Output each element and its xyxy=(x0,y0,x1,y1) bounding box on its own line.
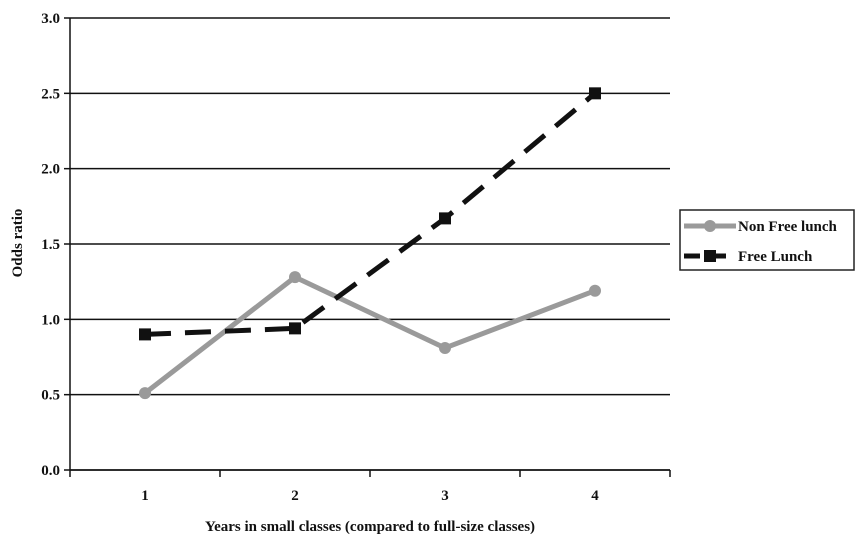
y-tick-label: 2.0 xyxy=(41,162,60,178)
series-0 xyxy=(139,271,601,400)
gridlines xyxy=(70,17,670,471)
y-tick-label: 0.0 xyxy=(41,463,60,479)
legend-item-1: Free Lunch xyxy=(684,249,813,265)
y-tick-labels: 0.0 0.5 1.0 1.5 2.0 2.5 3.0 xyxy=(41,11,60,479)
legend: Non Free lunch Free Lunch xyxy=(679,209,855,271)
y-tick-label: 1.0 xyxy=(41,312,60,328)
x-axis-label: Years in small classes (compared to full… xyxy=(205,519,535,535)
y-tick-label: 2.5 xyxy=(41,86,60,102)
data-point xyxy=(289,271,301,284)
x-tick-label: 2 xyxy=(291,488,299,504)
data-point xyxy=(439,341,451,354)
y-axis-label: Odds ratio xyxy=(10,209,26,278)
data-point xyxy=(139,328,151,341)
legend-label: Free Lunch xyxy=(738,249,813,265)
series-line xyxy=(144,91,597,337)
data-point xyxy=(589,87,601,100)
data-point xyxy=(589,284,601,297)
legend-label: Non Free lunch xyxy=(738,219,838,235)
y-tick-label: 3.0 xyxy=(41,11,60,27)
legend-marker xyxy=(704,250,716,262)
data-point xyxy=(439,212,451,225)
y-tick-label: 0.5 xyxy=(41,388,60,404)
y-tick-label: 1.5 xyxy=(41,237,60,253)
series xyxy=(139,87,601,400)
x-tick-label: 3 xyxy=(441,488,449,504)
x-tick-label: 1 xyxy=(141,488,149,504)
x-tick-labels: 1 2 3 4 xyxy=(141,488,599,504)
data-point xyxy=(139,387,151,400)
series-1 xyxy=(139,87,601,341)
axes xyxy=(64,17,671,477)
data-point xyxy=(289,322,301,335)
series-line xyxy=(143,274,596,396)
x-tick-label: 4 xyxy=(591,488,599,504)
legend-marker xyxy=(704,220,716,232)
legend-item-0: Non Free lunch xyxy=(684,219,838,235)
